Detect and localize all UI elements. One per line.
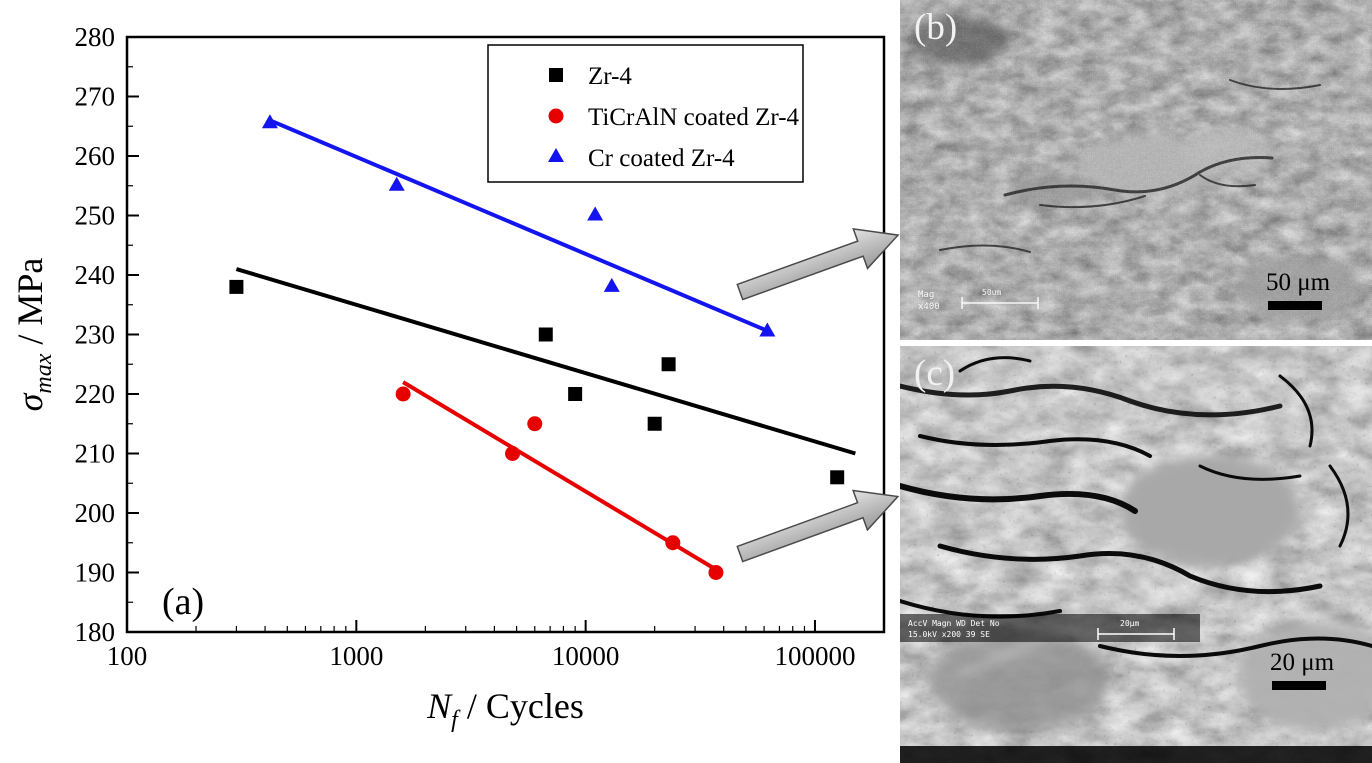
sem-c-smooth-regions [930,456,1372,731]
plot-area: 180 190 200 210 220 230 240 250 260 270 280 100 1000… [10,22,886,733]
sem-c-databar-line2: 15.0kV x200 39 SE [908,630,990,639]
legend-label: Cr coated Zr-4 [588,145,735,172]
y-tick-label: 240 [75,260,116,290]
sem-b-databar-scale [961,297,1039,309]
marker-circle [505,446,521,461]
y-tick-label: 280 [75,22,116,52]
marker-triangle [388,176,405,191]
marker-square [538,327,553,342]
panel-label-a: (a) [162,581,204,623]
sem-b-databar-scale-label: 50um [982,288,1001,297]
scale-bar-b [1268,301,1322,310]
panel-label-b: (b) [914,7,958,48]
sem-c-databar-line1: AccV Magn WD Det No [908,619,1000,628]
sem-c-databar-scale [1097,628,1175,640]
sem-panel-c: AccV Magn WD Det No 15.0kV x200 39 SE 20… [900,346,1372,763]
y-tick-label: 250 [75,201,116,231]
y-tick-label: 200 [75,498,116,528]
marker-square [647,416,662,431]
scale-label-c-text: 20 μm [1270,649,1335,676]
scale-bar-c [1272,681,1326,690]
marker-square [229,279,244,294]
fit-line [402,380,717,572]
marker-circle [665,535,681,551]
legend-label: TiCrAlN coated Zr-4 [588,104,800,131]
x-tick-label: 100000 [774,641,855,671]
scale-annotation-b: 50 μm [1266,270,1330,310]
x-tick-label: 100 [107,641,148,671]
sem-c-bright-ridge [959,592,1201,678]
series-cr-coated-zr-4 [261,114,776,337]
sem-c-bottom-strip [900,746,1372,763]
arrow-to-panel-c [736,489,900,563]
sem-b-databar-line1: Mag [918,290,934,300]
x-tick-label: 10000 [552,641,620,671]
x-tick-label: 1000 [329,641,383,671]
sem-micrograph-b: Mag x400 50um [900,0,1372,340]
marker-triangle [548,148,564,162]
sem-panel-b: Mag x400 50um (b) 50 μm [900,0,1372,340]
sem-b-grain [900,0,1372,340]
fatigue-sn-chart: 180 190 200 210 220 230 240 250 260 270 280 100 1000… [10,22,886,733]
legend-frame [487,44,804,183]
marker-triangle [603,277,620,292]
y-tick-label: 230 [75,320,116,350]
marker-square [661,357,676,372]
sem-b-databar-line2: x400 [918,302,940,312]
scale-annotation-c: 20 μm [1270,650,1334,690]
fit-line [235,267,856,456]
marker-circle [395,386,411,402]
marker-square [568,387,583,401]
series-zr-4 [229,267,856,485]
y-tick-label: 220 [75,379,116,409]
marker-triangle [261,114,278,129]
sem-b-databar: Mag x400 50um [918,288,1039,312]
y-axis-title: σmax / MPa [10,258,57,412]
marker-square [549,68,563,82]
y-axis: 180 190 200 210 220 230 240 250 260 270 280 [75,22,139,647]
sem-c-databar: AccV Magn WD Det No 15.0kV x200 39 SE 20… [900,614,1200,642]
arrow-to-panel-b [736,227,900,301]
series-ticraln-coated-zr-4 [395,380,724,580]
y-tick-label: 260 [75,141,116,171]
y-tick-label: 190 [75,558,116,588]
legend: Zr-4 TiCrAlN coated Zr-4 Cr coated Zr-4 [487,44,804,183]
panel-label-c: (c) [914,353,956,394]
y-tick-label: 180 [75,617,116,647]
marker-circle [527,416,543,432]
marker-circle [548,108,564,124]
legend-label: Zr-4 [588,63,632,90]
marker-triangle [759,322,776,337]
sem-c-cracks [900,356,1372,658]
y-tick-label: 210 [75,439,116,469]
y-tick-label: 270 [75,82,116,112]
marker-triangle [587,206,604,221]
sem-c-databar-scale-label: 20μm [1120,619,1139,628]
sem-micrograph-c: AccV Magn WD Det No 15.0kV x200 39 SE 20… [900,346,1372,763]
marker-square [830,470,845,485]
scale-label-b-text: 50 μm [1266,269,1331,296]
x-axis: 100 1000 10000 100000 [107,620,855,671]
fit-line [269,118,770,334]
x-axis-title: Nf / Cycles [426,686,584,733]
marker-circle [708,565,724,580]
